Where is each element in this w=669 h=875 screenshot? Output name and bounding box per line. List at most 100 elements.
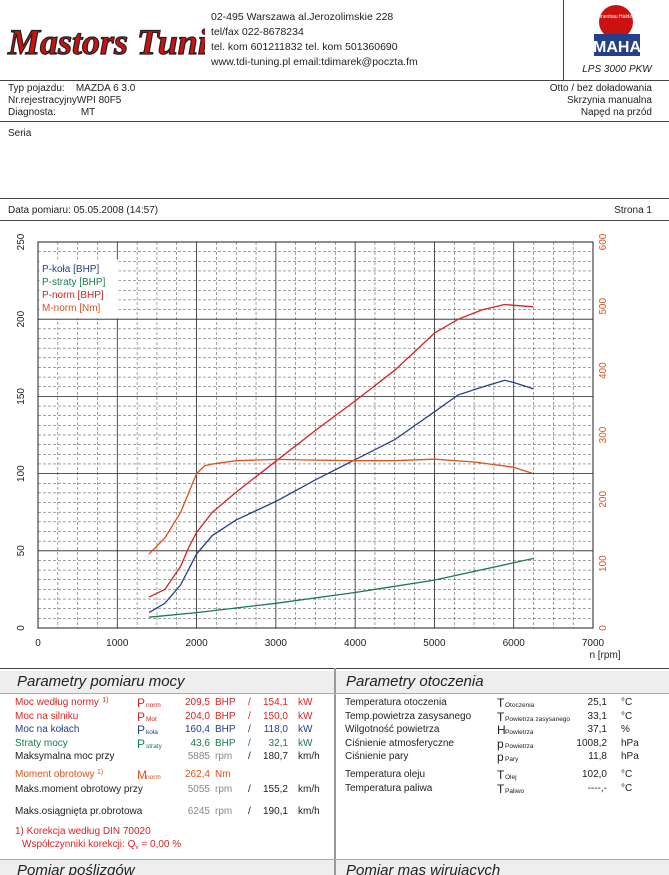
x-tick-label: 7000 (582, 638, 605, 649)
param-value: 43,6 (190, 737, 210, 749)
mastors-tuning-logo: Mastors Tuning (4, 16, 246, 63)
address-line: 02-495 Warszawa al.Jerozolimskie 228 (211, 11, 394, 23)
param-label: Straty mocy (15, 737, 68, 749)
y-right-tick-label: 300 (598, 426, 609, 443)
param-value: 6245 (187, 806, 210, 817)
param-value: 5885 (187, 751, 210, 762)
y-left-tick-label: 150 (16, 388, 27, 405)
measure-date: Data pomiaru: 05.05.2008 (14:57) (8, 205, 159, 216)
y-left-tick-label: 250 (16, 233, 27, 250)
x-tick-label: 3000 (265, 638, 288, 649)
param-label: Maksymalna moc przy (15, 751, 115, 762)
vehicle-diag: Diagnosta: MT (8, 107, 96, 118)
legend-box (39, 259, 119, 319)
legend-entry: P-straty [BHP] (42, 277, 106, 288)
param-label: Maks.osiągnięta pr.obrotowa (15, 806, 143, 817)
param-value: 204,0 (184, 710, 210, 722)
x-axis-label: n [rpm] (589, 650, 620, 661)
env-value: 33,1 (587, 710, 607, 722)
slip-measure-title: Pomiar poślizgów (0, 860, 334, 875)
param-label: Maks.moment obrotowy przy (15, 784, 143, 795)
legend-entry: M-norm [Nm] (42, 303, 101, 314)
vehicle-diag-value: MT (80, 107, 96, 118)
param-value-2: 190,1 (262, 806, 288, 817)
env-label: Wilgotność powietrza (345, 724, 440, 735)
env-label: Ciśnienie pary (345, 751, 409, 762)
y-right-tick-label: 0 (598, 625, 609, 631)
x-tick-label: 4000 (344, 638, 367, 649)
env-label: Temperatura oleju (345, 769, 426, 780)
address-line: tel/fax 022-8678234 (211, 26, 304, 38)
param-label: Moc na silniku (15, 710, 79, 722)
param-value-2: 118,0 (263, 724, 288, 735)
y-right-tick-label: 600 (598, 233, 609, 250)
power-params-title: Parametry pomiaru mocy (0, 671, 334, 693)
y-left-tick-label: 0 (16, 625, 27, 631)
env-label: Ciśnienie atmosferyczne (345, 737, 454, 749)
legend-entry: P-norm [BHP] (42, 290, 104, 301)
series-line (148, 458, 534, 555)
param-value-2: 150,0 (262, 710, 288, 722)
x-tick-label: 6000 (503, 638, 526, 649)
param-value: 262,4 (184, 769, 210, 780)
y-right-tick-label: 100 (598, 555, 609, 572)
maha-logo-box: Maschinenbau Haldenwang MAHA LPS 3000 PK… (563, 0, 669, 80)
notes-label: Seria (8, 128, 32, 139)
env-value: 102,0 (581, 769, 607, 780)
y-right-tick-label: 400 (598, 362, 609, 379)
param-value-2: 180,7 (262, 751, 288, 762)
logo-text: Mastors Tuning (7, 22, 205, 62)
vehicle-type: Typ pojazdu: MAZDA 6 3.0 (8, 83, 136, 94)
drive-type: Napęd na przód (580, 107, 652, 118)
svg-text:LPS 3000 PKW: LPS 3000 PKW (582, 64, 653, 75)
vehicle-reg-value: WPI 80F5 (76, 95, 122, 106)
address-line: www.tdi-tuning.pl email:tdimarek@poczta.… (211, 56, 418, 68)
env-value: 1008,2 (576, 737, 607, 749)
y-right-tick-label: 200 (598, 491, 609, 508)
correction-note: 1) Korekcja według DIN 70020 (15, 826, 151, 837)
y-left-tick-label: 50 (16, 545, 27, 557)
vehicle-type-value: MAZDA 6 3.0 (75, 83, 136, 94)
env-value: 37,1 (587, 724, 607, 735)
page-number: Strona 1 (614, 205, 652, 216)
plot-frame (37, 241, 594, 629)
env-value: ----,- (587, 783, 607, 794)
param-value: 209,5 (184, 697, 210, 708)
series-line (148, 557, 534, 618)
param-label: Moment obrotowy (15, 769, 95, 780)
maha-logo: Maschinenbau Haldenwang MAHA LPS 3000 PK… (582, 5, 653, 75)
y-right-tick-label: 500 (598, 298, 609, 315)
svg-text:MAHA: MAHA (593, 39, 641, 56)
series-line (148, 303, 534, 598)
param-value-2: 155,2 (262, 784, 288, 795)
maha-badge-icon (599, 5, 633, 39)
env-value: 25,1 (587, 697, 607, 708)
svg-text:Maschinenbau Haldenwang: Maschinenbau Haldenwang (585, 14, 647, 20)
legend-entry: P-koła [BHP] (42, 264, 99, 275)
address-line: tel. kom 601211832 tel. kom 501360690 (211, 41, 398, 53)
env-value: 11,8 (588, 751, 607, 762)
company-address: 02-495 Warszawa al.Jerozolimskie 228 tel… (211, 10, 418, 70)
y-left-tick-label: 100 (16, 465, 27, 482)
x-tick-label: 5000 (423, 638, 446, 649)
engine-type: Otto / bez doładowania (549, 83, 652, 94)
env-label: Temp.powietrza zasysanego (345, 710, 472, 722)
inertia-measure-title: Pomiar mas wirujących (336, 860, 669, 875)
x-tick-label: 1000 (106, 638, 129, 649)
env-label: Temperatura paliwa (345, 783, 433, 794)
company-logo: Mastors Tuning (0, 0, 246, 80)
param-value: 160,4 (184, 724, 210, 735)
param-label: Moc według normy (15, 697, 99, 708)
correction-factor: Współczynniki korekcji: Qv = 0,00 % (22, 839, 182, 851)
env-label: Temperatura otoczenia (345, 697, 447, 708)
x-tick-label: 0 (35, 638, 41, 649)
param-value-2: 32,1 (268, 737, 288, 749)
param-value: 5055 (187, 784, 210, 795)
y-left-tick-label: 200 (16, 310, 27, 327)
env-params-title: Parametry otoczenia (336, 671, 669, 693)
series-line (148, 379, 534, 614)
param-label: Moc na kołach (15, 724, 80, 735)
vehicle-reg: Nr.rejestracyjnyWPI 80F5 (8, 95, 122, 106)
param-value-2: 154,1 (262, 697, 288, 708)
